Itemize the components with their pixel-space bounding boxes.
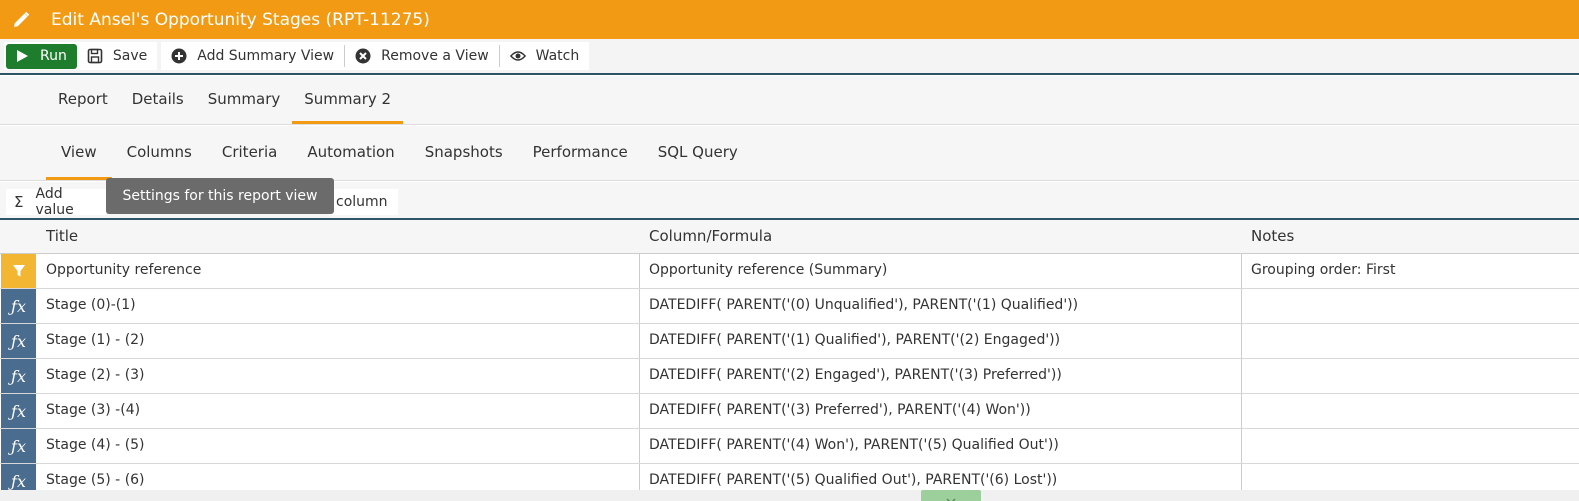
row-formula: Opportunity reference (Summary) [649, 262, 888, 278]
add-summary-view-label: Add Summary View [197, 48, 335, 64]
run-button[interactable]: Run [6, 43, 77, 69]
row-title: Stage (2) - (3) [46, 367, 145, 383]
add-value-label: Add value [35, 186, 74, 218]
secondary-tabs: View Columns Criteria Automation Snapsho… [0, 126, 1579, 181]
add-column-label: column [336, 194, 388, 210]
play-icon [14, 48, 30, 64]
remove-view-button[interactable]: Remove a View [345, 42, 499, 70]
fx-icon: ƒx [1, 394, 36, 428]
column-divider [639, 359, 640, 393]
toolbar-separator [344, 45, 346, 67]
fx-icon: ƒx [1, 324, 36, 358]
toolbar-group-views: Add Summary View Remove a View Watch [161, 42, 590, 70]
plus-circle-icon [171, 48, 187, 64]
tab-report[interactable]: Report [58, 89, 108, 108]
run-button-label: Run [40, 48, 67, 64]
view-tab-tooltip: Settings for this report view [106, 178, 334, 214]
title-bar: Edit Ansel's Opportunity Stages (RPT-112… [0, 0, 1579, 39]
column-divider [1241, 429, 1242, 463]
table-row[interactable]: ƒx Stage (4) - (5) DATEDIFF( PARENT('(4)… [0, 429, 1579, 464]
collapse-handle[interactable] [921, 490, 981, 501]
column-divider [639, 429, 640, 463]
save-button[interactable]: Save [77, 42, 157, 70]
row-formula: DATEDIFF( PARENT('(5) Qualified Out'), P… [649, 472, 1058, 488]
save-button-label: Save [112, 48, 148, 64]
grid-header: Title Column/Formula Notes [0, 220, 1579, 254]
tab-criteria[interactable]: Criteria [221, 142, 278, 161]
column-divider [1241, 289, 1242, 323]
filter-icon [1, 254, 36, 288]
row-title: Opportunity reference [46, 262, 202, 278]
column-divider [1241, 464, 1242, 498]
tab-summary[interactable]: Summary [207, 89, 281, 108]
toolbar: Run Save Add Summary View Remove a View [0, 39, 1579, 75]
table-row[interactable]: ƒx Stage (2) - (3) DATEDIFF( PARENT('(2)… [0, 359, 1579, 394]
floppy-disk-icon [87, 48, 103, 64]
watch-button-label: Watch [535, 48, 580, 64]
tab-sql-query[interactable]: SQL Query [657, 142, 738, 161]
header-column-formula: Column/Formula [649, 227, 773, 245]
table-row[interactable]: ƒx Stage (1) - (2) DATEDIFF( PARENT('(1)… [0, 324, 1579, 359]
fx-icon: ƒx [1, 359, 36, 393]
toolbar-group-main: Run Save [4, 42, 158, 70]
column-divider [1241, 254, 1242, 288]
row-formula: DATEDIFF( PARENT('(4) Won'), PARENT('(5)… [649, 437, 1059, 453]
column-divider [639, 324, 640, 358]
row-title: Stage (4) - (5) [46, 437, 145, 453]
header-notes: Notes [1251, 227, 1295, 245]
toolbar-separator [498, 45, 500, 67]
row-formula: DATEDIFF( PARENT('(3) Preferred'), PAREN… [649, 402, 1031, 418]
columns-grid: Title Column/Formula Notes Opportunity r… [0, 220, 1579, 499]
column-divider [639, 289, 640, 323]
tab-snapshots[interactable]: Snapshots [424, 142, 503, 161]
table-row[interactable]: Opportunity reference Opportunity refere… [0, 254, 1579, 289]
column-divider [1241, 359, 1242, 393]
watch-button[interactable]: Watch [500, 42, 590, 70]
table-row[interactable]: ƒx Stage (3) -(4) DATEDIFF( PARENT('(3) … [0, 394, 1579, 429]
eye-icon [509, 48, 526, 64]
x-circle-icon [355, 48, 371, 64]
tab-details[interactable]: Details [131, 89, 184, 108]
column-divider [639, 464, 640, 498]
bottom-strip [0, 490, 1579, 501]
row-formula: DATEDIFF( PARENT('(0) Unqualified'), PAR… [649, 297, 1079, 313]
window-title: Edit Ansel's Opportunity Stages (RPT-112… [51, 9, 430, 30]
row-notes: Grouping order: First [1251, 262, 1396, 278]
chevron-down-icon [945, 490, 957, 501]
row-title: Stage (5) - (6) [46, 472, 145, 488]
row-title: Stage (3) -(4) [46, 402, 141, 418]
row-formula: DATEDIFF( PARENT('(1) Qualified'), PAREN… [649, 332, 1061, 348]
primary-tabs: Report Details Summary Summary 2 [0, 76, 1579, 125]
header-title: Title [46, 227, 79, 245]
row-formula: DATEDIFF( PARENT('(2) Engaged'), PARENT(… [649, 367, 1062, 383]
row-title: Stage (0)-(1) [46, 297, 136, 313]
tab-columns[interactable]: Columns [126, 142, 192, 161]
pencil-icon [11, 10, 31, 30]
table-row[interactable]: ƒx Stage (0)-(1) DATEDIFF( PARENT('(0) U… [0, 289, 1579, 324]
column-divider [639, 254, 640, 288]
tab-automation[interactable]: Automation [307, 142, 395, 161]
column-divider [1241, 324, 1242, 358]
tab-performance[interactable]: Performance [532, 142, 628, 161]
tab-view[interactable]: View [46, 126, 112, 180]
fx-icon: ƒx [1, 429, 36, 463]
column-divider [639, 394, 640, 428]
add-value-button[interactable]: Σ Add value [6, 186, 106, 218]
column-divider [1241, 394, 1242, 428]
tab-summary-2[interactable]: Summary 2 [292, 76, 404, 124]
sigma-icon: Σ [14, 193, 24, 211]
fx-icon: ƒx [1, 289, 36, 323]
add-column-button[interactable]: column [328, 189, 398, 215]
add-summary-view-button[interactable]: Add Summary View [161, 42, 344, 70]
row-title: Stage (1) - (2) [46, 332, 145, 348]
remove-view-label: Remove a View [381, 48, 489, 64]
